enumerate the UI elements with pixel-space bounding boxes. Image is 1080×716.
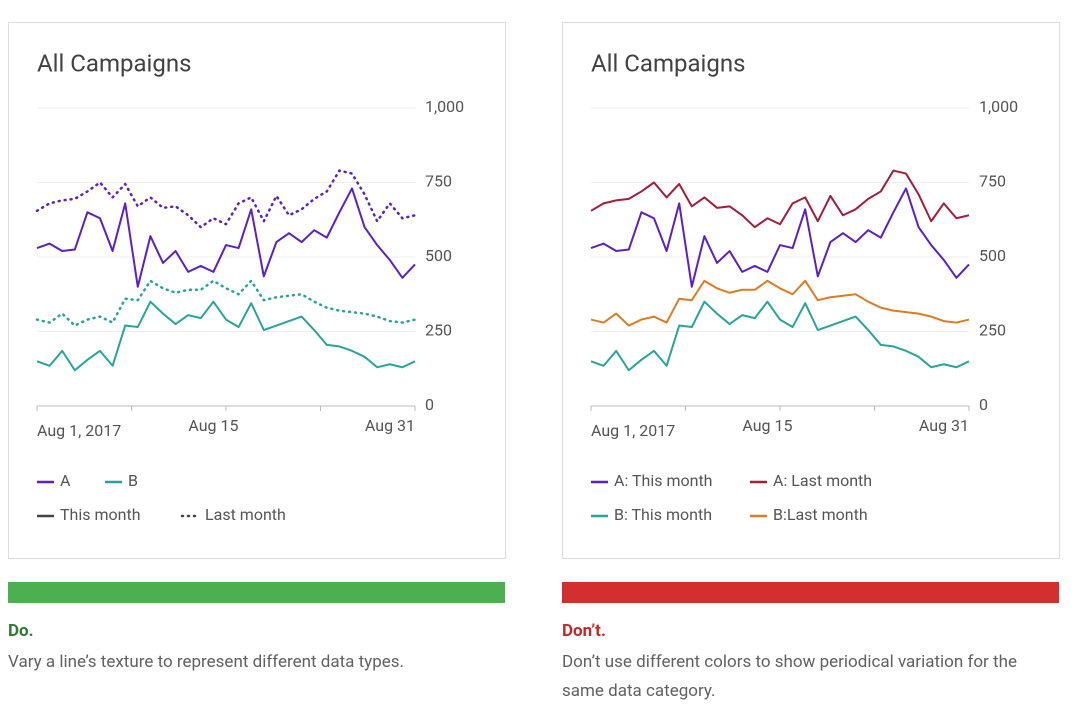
series-line bbox=[590, 279, 970, 327]
x-tick-label: Aug 15 bbox=[188, 416, 238, 435]
x-tick-label: Aug 31 bbox=[919, 416, 969, 435]
series-line bbox=[35, 169, 417, 229]
series-line bbox=[35, 279, 417, 327]
caption: Do. Vary a line’s texture to represent di… bbox=[8, 617, 508, 677]
legend-label: This month bbox=[60, 505, 141, 524]
caption: Don’t. Don’t use different colors to show… bbox=[562, 617, 1062, 706]
y-tick-label: 0 bbox=[425, 395, 434, 414]
legend-label: B: This month bbox=[614, 505, 712, 524]
x-tick-label: Aug 31 bbox=[365, 416, 415, 435]
caption-bar bbox=[562, 582, 1059, 603]
legend-label: Last month bbox=[205, 505, 286, 524]
legend-label: B:Last month bbox=[773, 505, 868, 524]
legend-label: A: Last month bbox=[773, 471, 872, 490]
caption-text: Don’t use different colors to show perio… bbox=[562, 652, 1017, 701]
chart-title: All Campaigns bbox=[591, 49, 746, 77]
x-tick-label: Aug 15 bbox=[742, 416, 792, 435]
x-tick-label: Aug 1, 2017 bbox=[37, 421, 121, 440]
caption-text: Vary a line’s texture to represent diffe… bbox=[8, 652, 405, 672]
y-tick-label: 250 bbox=[425, 321, 452, 340]
series-line bbox=[590, 300, 970, 372]
chart-title: All Campaigns bbox=[37, 49, 192, 77]
series-line bbox=[36, 187, 416, 288]
y-tick-label: 500 bbox=[979, 246, 1006, 265]
y-tick-label: 500 bbox=[425, 246, 452, 265]
legend-label: A: This month bbox=[614, 471, 712, 490]
caption-label: Don’t. bbox=[562, 621, 606, 641]
series-line bbox=[590, 187, 970, 288]
caption-bar bbox=[8, 582, 505, 603]
series-line bbox=[590, 169, 970, 229]
y-tick-label: 1,000 bbox=[979, 97, 1018, 116]
y-tick-label: 750 bbox=[425, 172, 452, 191]
x-tick-label: Aug 1, 2017 bbox=[591, 421, 675, 440]
y-tick-label: 0 bbox=[979, 395, 988, 414]
legend-label: A bbox=[60, 471, 71, 490]
series-line bbox=[36, 300, 416, 372]
y-tick-label: 1,000 bbox=[425, 97, 464, 116]
y-tick-label: 750 bbox=[979, 172, 1006, 191]
y-tick-label: 250 bbox=[979, 321, 1006, 340]
legend-label: B bbox=[128, 471, 138, 490]
caption-label: Do. bbox=[8, 621, 34, 641]
